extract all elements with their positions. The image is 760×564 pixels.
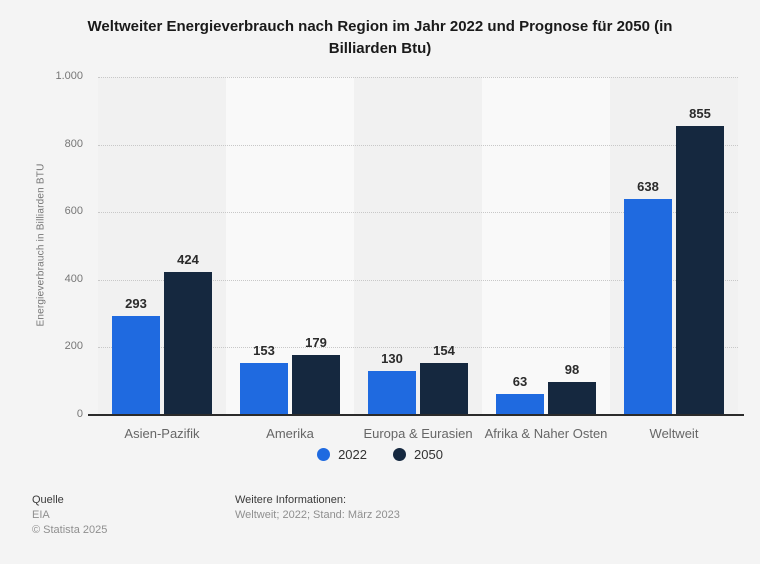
x-category-label: Asien-Pazifik — [124, 426, 200, 441]
info-value: Weltweit; 2022; Stand: März 2023 — [235, 509, 400, 521]
x-category-label: Afrika & Naher Osten — [484, 426, 608, 441]
bar-2022[interactable] — [624, 199, 672, 415]
x-axis-line — [88, 414, 744, 416]
copyright: © Statista 2025 — [32, 524, 108, 536]
bar-value-label: 855 — [689, 106, 711, 122]
bar-value-label: 153 — [253, 343, 275, 359]
y-tick-label: 400 — [64, 272, 83, 285]
gridline — [98, 144, 738, 146]
chart-title: Weltweiter Energieverbrauch nach Region … — [87, 18, 673, 57]
legend: 2022 2050 — [0, 447, 760, 462]
plot-band — [482, 77, 610, 415]
legend-label-2022: 2022 — [338, 447, 367, 462]
x-axis-category-labels: Asien-Pazifik Amerika Europa & Eurasien Afr… — [98, 426, 738, 442]
bar-2022[interactable] — [240, 363, 288, 415]
bar-2050[interactable] — [292, 354, 340, 415]
gridline — [98, 347, 738, 349]
x-category-label: Weltweit — [649, 426, 699, 441]
bar-value-label: 293 — [125, 295, 147, 311]
footer-info-block: Weitere Informationen: Weltweit; 2022; S… — [235, 493, 400, 523]
gridline — [98, 212, 738, 214]
bar-value-label: 98 — [564, 361, 580, 377]
y-tick-label: 200 — [64, 340, 83, 353]
plot-band — [354, 77, 482, 415]
y-tick-label: 0 — [76, 408, 83, 420]
bar-value-label: 130 — [381, 351, 403, 367]
source-label: Quelle — [32, 494, 64, 506]
bar-2050[interactable] — [676, 126, 724, 415]
bar-2050[interactable] — [420, 362, 468, 415]
bar-2050[interactable] — [164, 271, 212, 415]
x-category-label: Amerika — [266, 426, 314, 441]
y-axis-ticks: 0 200 400 600 800 1.000 — [35, 0, 83, 564]
bar-2022[interactable] — [496, 393, 544, 415]
bar-value-label: 179 — [305, 334, 327, 350]
bar-2050[interactable] — [548, 381, 596, 415]
y-tick-label: 800 — [64, 137, 83, 150]
x-category-label: Europa & Eurasien — [363, 426, 473, 441]
y-tick-label: 600 — [64, 205, 83, 218]
info-label: Weitere Informationen: — [235, 494, 347, 506]
bar-2022[interactable] — [112, 315, 160, 415]
plot-area: 293 153 130 63 638 424 179 154 98 855 — [98, 77, 738, 415]
source-value: EIA — [32, 509, 50, 521]
bar-2022[interactable] — [368, 371, 416, 415]
bar-value-label: 424 — [177, 251, 199, 267]
legend-dot-2022-icon — [317, 448, 331, 461]
legend-item-2022[interactable]: 2022 — [317, 447, 367, 462]
legend-label-2050: 2050 — [414, 447, 443, 462]
footer-source-block: Quelle EIA © Statista 2025 — [32, 493, 107, 538]
gridline — [98, 77, 738, 78]
bar-value-label: 638 — [637, 179, 659, 195]
legend-item-2050[interactable]: 2050 — [393, 447, 443, 462]
bar-value-label: 63 — [512, 373, 528, 389]
bar-value-label: 154 — [433, 342, 455, 358]
y-tick-label: 1.000 — [55, 70, 83, 82]
gridline — [98, 279, 738, 281]
legend-dot-2050-icon — [393, 448, 406, 461]
